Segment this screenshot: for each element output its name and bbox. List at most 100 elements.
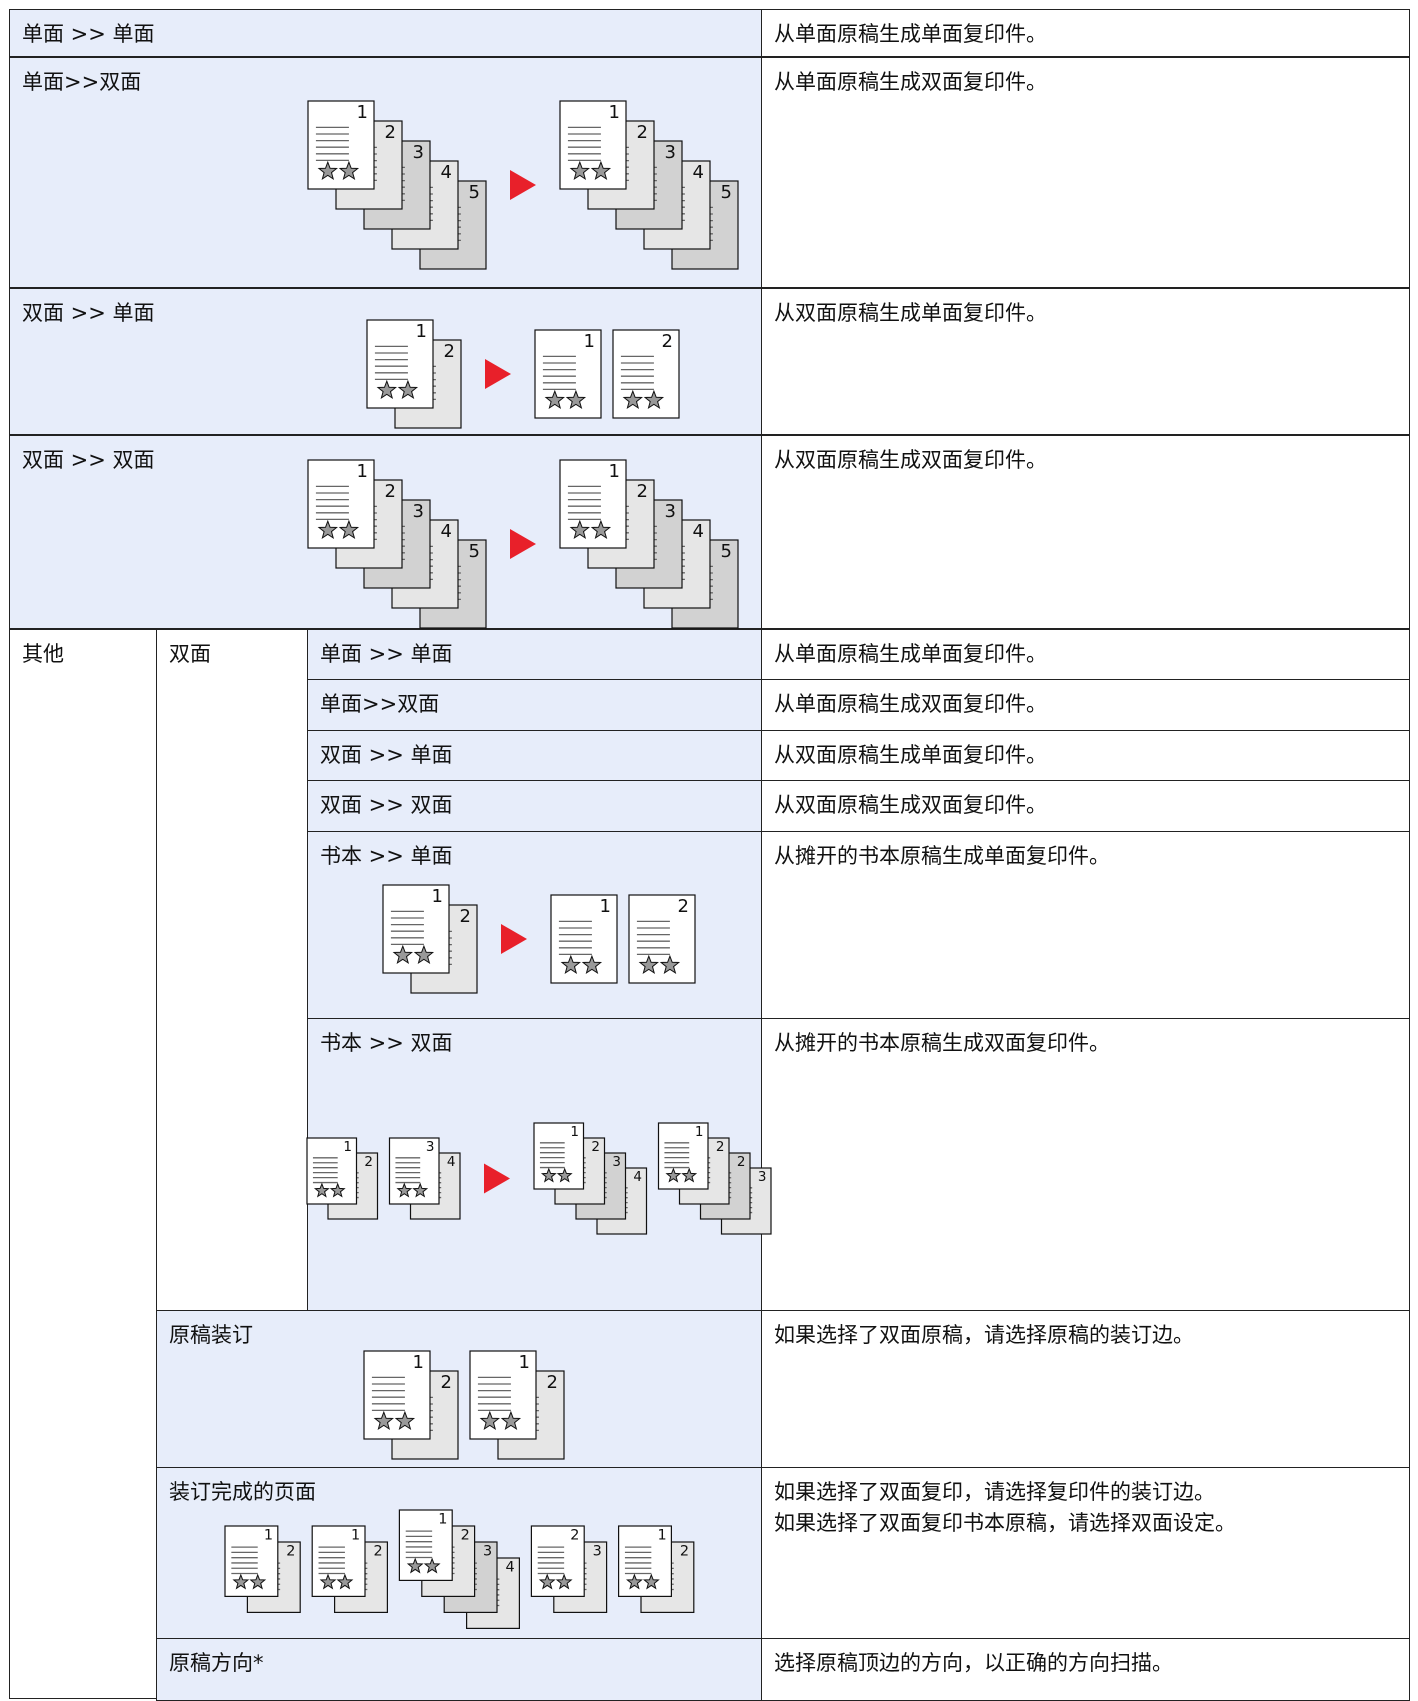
- page-number: 1: [416, 321, 427, 342]
- setting-label: 单面 >> 单面: [22, 22, 155, 46]
- page-number: 2: [460, 1527, 469, 1543]
- page-number: 2: [637, 481, 648, 502]
- star: [397, 379, 419, 399]
- star: [581, 954, 603, 975]
- page: 1: [382, 884, 450, 974]
- page-number: 5: [721, 182, 732, 203]
- table-cell: 从摊开的书本原稿生成双面复印件。: [761, 1018, 1410, 1311]
- star: [317, 160, 338, 180]
- setting-label: 书本 >> 单面: [320, 844, 453, 868]
- page-number: 3: [413, 501, 424, 522]
- setting-label: 原稿方向*: [169, 1651, 264, 1675]
- star: [396, 1182, 413, 1198]
- description: 从单面原稿生成单面复印件。: [774, 22, 1047, 46]
- page-number: 2: [570, 1527, 579, 1543]
- page-number: 2: [385, 122, 396, 143]
- star: [556, 1167, 573, 1183]
- page: 1: [617, 1525, 672, 1597]
- star: [232, 1573, 249, 1590]
- description: 选择原稿顶边的方向，以正确的方向扫描。: [774, 1651, 1173, 1675]
- star: [569, 519, 590, 540]
- page-number: 2: [441, 1372, 452, 1393]
- page-number: 3: [612, 1154, 621, 1170]
- table-cell: 单面 >> 单面: [307, 629, 762, 680]
- star: [544, 389, 565, 409]
- arrow: [501, 924, 527, 954]
- table-cell: 如果选择了双面原稿，请选择原稿的装订边。: [761, 1310, 1410, 1468]
- page-number: 1: [609, 102, 620, 123]
- setting-label: 单面>>双面: [22, 70, 142, 94]
- star: [317, 519, 338, 540]
- star: [248, 1573, 266, 1590]
- page-sheet: [533, 1122, 585, 1190]
- page: 1: [307, 459, 375, 549]
- page-number: 4: [693, 521, 704, 542]
- star: [659, 954, 681, 975]
- table-cell: 从单面原稿生成双面复印件。: [761, 679, 1410, 731]
- category-label: 其他: [22, 642, 64, 666]
- setting-label: 单面>>双面: [320, 692, 440, 716]
- page-number: 4: [505, 1559, 514, 1575]
- description: 从单面原稿生成单面复印件。: [774, 642, 1047, 666]
- page-number: 4: [441, 521, 452, 542]
- page-sheet: [534, 328, 602, 419]
- page-number: 1: [600, 896, 611, 917]
- table-cell: 选择原稿顶边的方向，以正确的方向扫描。: [761, 1638, 1410, 1701]
- setting-label: 原稿装订: [169, 1323, 253, 1347]
- page: 1: [657, 1122, 709, 1190]
- page-sheet: [306, 1137, 358, 1205]
- page-number: 1: [609, 461, 620, 482]
- page-number: 2: [547, 1372, 558, 1393]
- setting-label: 双面 >> 双面: [320, 793, 453, 817]
- description: 从双面原稿生成双面复印件。: [774, 793, 1047, 817]
- page-number: 5: [469, 182, 480, 203]
- table-cell: 从摊开的书本原稿生成单面复印件。: [761, 831, 1410, 1019]
- star: [413, 944, 435, 965]
- star: [565, 389, 587, 409]
- page: 1: [398, 1509, 453, 1581]
- table-cell: 如果选择了双面复印，请选择复印件的装订边。 如果选择了双面复印书本原稿，请选择双面…: [761, 1467, 1410, 1639]
- star: [590, 519, 612, 540]
- page-number: 3: [426, 1139, 435, 1155]
- description: 从双面原稿生成单面复印件。: [774, 301, 1047, 325]
- star: [373, 1410, 394, 1431]
- page-number: 2: [385, 481, 396, 502]
- star: [412, 1182, 429, 1198]
- page-sheet: [382, 884, 450, 974]
- description-line: 如果选择了双面复印，请选择复印件的装订边。: [774, 1480, 1215, 1504]
- table-cell: 原稿方向*: [156, 1638, 762, 1701]
- star: [423, 1557, 441, 1574]
- star: [638, 954, 659, 975]
- page-sheet: [363, 1350, 431, 1440]
- star: [392, 944, 413, 965]
- setting-label: 双面 >> 单面: [22, 301, 155, 325]
- illustration: 21 1 2: [366, 318, 680, 429]
- arrow: [484, 1163, 510, 1194]
- page-sheet: [612, 328, 680, 419]
- page-number: 2: [460, 906, 471, 927]
- page-number: 2: [286, 1543, 295, 1559]
- table-cell: 双面 >> 单面: [307, 730, 762, 781]
- page-sheet: [388, 1137, 440, 1205]
- page-sheet: [223, 1525, 278, 1597]
- page-number: 1: [584, 331, 595, 352]
- description: 从摊开的书本原稿生成单面复印件。: [774, 844, 1110, 868]
- page: 1: [366, 318, 434, 409]
- page-sheet: [307, 459, 375, 549]
- page-sheet: [617, 1525, 672, 1597]
- page-sheet: [550, 894, 618, 984]
- star: [590, 160, 612, 180]
- page-number: 4: [633, 1169, 642, 1185]
- arrow: [485, 358, 511, 389]
- page: 1: [559, 459, 627, 549]
- page: 1: [559, 99, 627, 190]
- page-number: 2: [662, 331, 673, 352]
- page-number: 3: [413, 142, 424, 163]
- page-number: 1: [438, 1511, 447, 1527]
- star: [329, 1182, 346, 1198]
- description-line: 如果选择了双面复印书本原稿，请选择双面设定。: [774, 1511, 1236, 1535]
